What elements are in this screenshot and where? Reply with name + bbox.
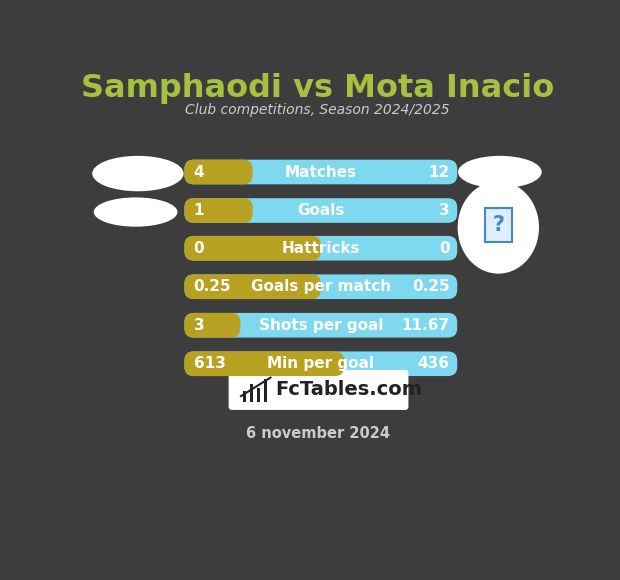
- FancyBboxPatch shape: [185, 313, 458, 338]
- FancyBboxPatch shape: [185, 198, 458, 223]
- Text: Goals per match: Goals per match: [250, 279, 391, 294]
- Text: Hattricks: Hattricks: [281, 241, 360, 256]
- Text: 3: 3: [439, 203, 450, 218]
- Ellipse shape: [458, 156, 542, 188]
- Ellipse shape: [92, 156, 184, 191]
- FancyBboxPatch shape: [185, 274, 321, 299]
- FancyBboxPatch shape: [185, 274, 458, 299]
- Text: FcTables.com: FcTables.com: [275, 380, 422, 400]
- FancyBboxPatch shape: [185, 313, 241, 338]
- Text: 6 november 2024: 6 november 2024: [246, 426, 390, 441]
- Text: 12: 12: [428, 165, 450, 180]
- Text: Club competitions, Season 2024/2025: Club competitions, Season 2024/2025: [185, 103, 450, 117]
- Text: 3: 3: [193, 318, 205, 333]
- Text: 1: 1: [193, 203, 204, 218]
- FancyBboxPatch shape: [185, 160, 458, 184]
- FancyBboxPatch shape: [229, 370, 409, 410]
- FancyBboxPatch shape: [185, 236, 321, 260]
- Bar: [257, 389, 260, 403]
- Text: 11.67: 11.67: [402, 318, 449, 333]
- Bar: [249, 384, 253, 403]
- Bar: [264, 379, 267, 403]
- Text: Samphaodi vs Mota Inacio: Samphaodi vs Mota Inacio: [81, 73, 554, 104]
- FancyBboxPatch shape: [185, 351, 458, 376]
- Text: 0.25: 0.25: [193, 279, 231, 294]
- Text: 4: 4: [193, 165, 205, 180]
- Ellipse shape: [458, 182, 539, 274]
- FancyBboxPatch shape: [185, 236, 458, 260]
- FancyBboxPatch shape: [185, 160, 253, 184]
- Text: Matches: Matches: [285, 165, 357, 180]
- Text: 0: 0: [193, 241, 205, 256]
- FancyBboxPatch shape: [185, 351, 344, 376]
- Ellipse shape: [94, 197, 177, 227]
- Text: 0: 0: [439, 241, 450, 256]
- Text: Min per goal: Min per goal: [267, 356, 374, 371]
- FancyBboxPatch shape: [185, 198, 253, 223]
- Text: Goals: Goals: [297, 203, 345, 218]
- Text: Shots per goal: Shots per goal: [259, 318, 383, 333]
- Bar: [242, 392, 246, 403]
- Text: 436: 436: [417, 356, 450, 371]
- Text: ?: ?: [492, 215, 504, 235]
- Text: 0.25: 0.25: [412, 279, 450, 294]
- Text: 613: 613: [193, 356, 226, 371]
